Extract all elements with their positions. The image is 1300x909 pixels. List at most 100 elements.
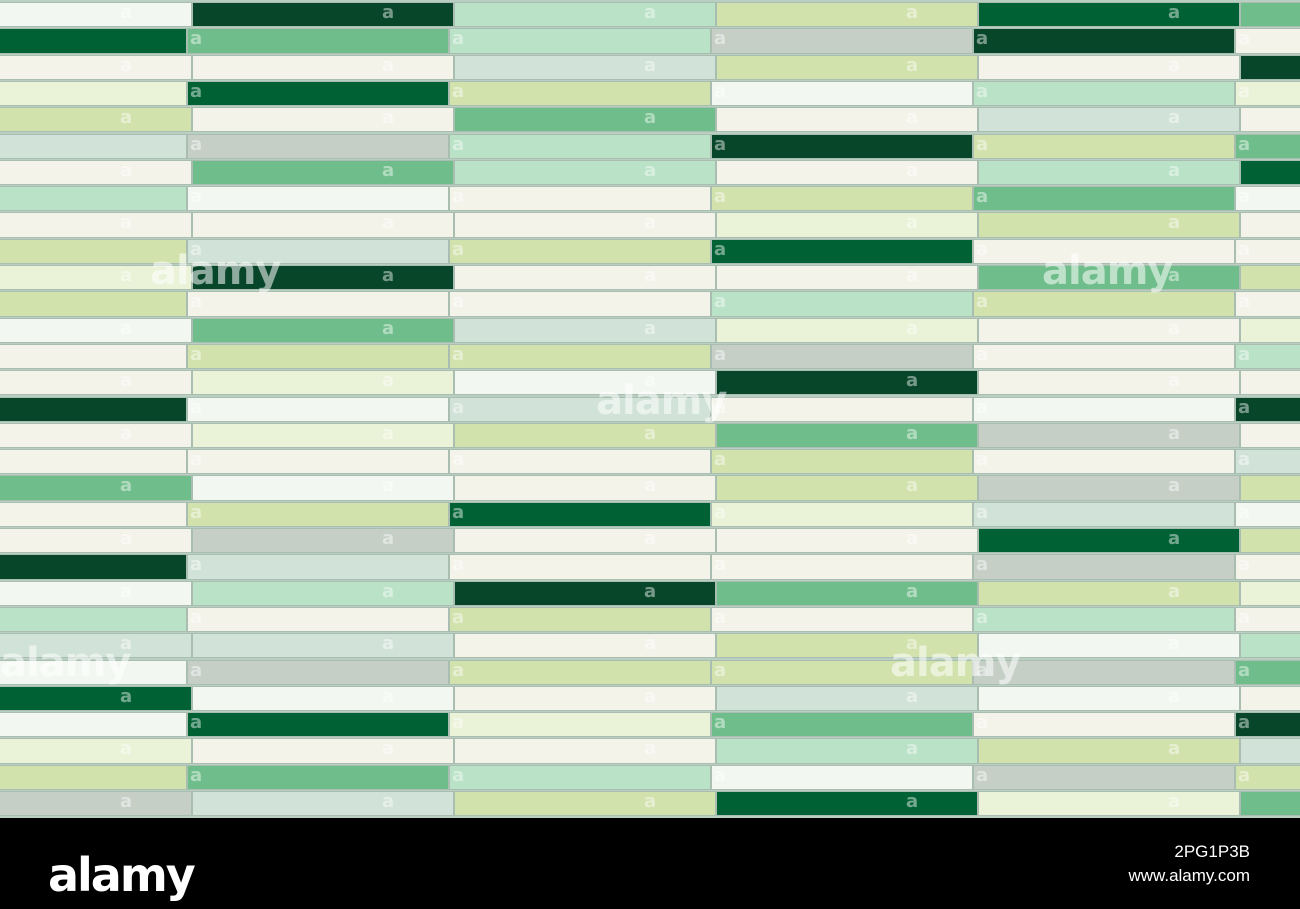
brick-tile: [454, 54, 716, 80]
watermark-mark: a: [120, 370, 133, 392]
watermark-mark: a: [976, 606, 989, 628]
watermark-mark: a: [976, 396, 989, 418]
brick-tile: [978, 791, 1240, 817]
brick-tile: [973, 133, 1235, 159]
brick-tile: [711, 343, 973, 370]
watermark-mark: a: [382, 265, 395, 286]
brick-tile: [973, 80, 1235, 107]
watermark-mark: a: [976, 238, 989, 260]
brick-tile: [1235, 238, 1300, 264]
watermark-mark: a: [976, 501, 989, 523]
brick-tile: [711, 133, 973, 159]
brick-tile: [716, 633, 978, 659]
brick-tile: [711, 554, 973, 580]
brick-tile: [0, 159, 192, 186]
watermark-mark: a: [1238, 606, 1251, 628]
watermark-mark: a: [382, 685, 395, 707]
watermark-mark: a: [1238, 186, 1251, 208]
watermark-mark: a: [1168, 2, 1181, 23]
watermark-mark: a: [714, 238, 727, 260]
watermark-mark: a: [190, 554, 203, 576]
watermark-mark: a: [452, 712, 465, 734]
brick-tile: [1235, 186, 1300, 212]
watermark-mark: a: [1168, 370, 1181, 392]
watermark-mark: a: [644, 2, 657, 23]
brick-tile: [711, 28, 973, 54]
brick-tile: [1235, 291, 1300, 317]
brick-tile: [449, 554, 711, 580]
watermark-mark: a: [906, 685, 919, 707]
brick-tile: [973, 291, 1235, 317]
footer-logo: alamy: [48, 848, 196, 902]
brick-tile: [0, 685, 192, 712]
watermark-mark: a: [644, 159, 657, 181]
brick-tile: [454, 528, 716, 554]
watermark-mark: a: [1238, 659, 1251, 681]
brick-tile: [449, 449, 711, 475]
watermark-mark: a: [382, 212, 395, 234]
brick-tile: [449, 186, 711, 212]
brick-tile: [711, 659, 973, 685]
brick-tile: [1240, 633, 1300, 659]
watermark-mark: a: [1238, 449, 1251, 471]
brick-tile: [192, 633, 454, 659]
brick-tile: [192, 580, 454, 606]
brick-tile: [973, 712, 1235, 738]
watermark-mark: a: [714, 764, 727, 786]
watermark-mark: a: [120, 580, 133, 602]
brick-tile: [454, 475, 716, 501]
watermark-mark: a: [644, 107, 657, 129]
watermark-mark: a: [120, 422, 133, 444]
watermark-mark: a: [452, 554, 465, 576]
brick-tile: [0, 791, 192, 817]
brick-tile: [449, 606, 711, 633]
brick-tile: [1240, 791, 1300, 817]
brick-tile: [1235, 80, 1300, 107]
brick-tile: [454, 212, 716, 238]
watermark-text: alamy: [150, 248, 281, 294]
brick-tile: [454, 422, 716, 449]
watermark-mark: a: [906, 212, 919, 234]
brick-tile: [187, 291, 449, 317]
watermark-text: alamy: [0, 640, 131, 686]
brick-tile: [716, 422, 978, 449]
brick-tile: [1240, 159, 1300, 186]
footer-bar: alamy 2PG1P3B www.alamy.com: [0, 818, 1300, 909]
watermark-mark: a: [452, 133, 465, 155]
brick-tile: [711, 80, 973, 107]
watermark-mark: a: [1168, 265, 1181, 286]
brick-tile: [454, 107, 716, 133]
brick-tile: [716, 159, 978, 186]
watermark-mark: a: [190, 449, 203, 471]
brick-tile: [1235, 396, 1300, 422]
watermark-mark: a: [190, 396, 203, 418]
brick-tile: [1240, 317, 1300, 343]
brick-tile: [187, 28, 449, 54]
brick-tile: [0, 28, 187, 54]
brick-tile: [716, 54, 978, 80]
brick-tile: [187, 238, 449, 264]
watermark-mark: a: [190, 133, 203, 155]
brick-tile: [978, 633, 1240, 659]
brick-tile: [1235, 554, 1300, 580]
brick-tile: [0, 238, 187, 264]
brick-tile: [711, 501, 973, 527]
watermark-mark: a: [120, 685, 133, 707]
brick-tile: [1240, 685, 1300, 712]
brick-tile: [973, 28, 1235, 54]
brick-tile: [192, 791, 454, 817]
brick-tile: [187, 606, 449, 633]
watermark-mark: a: [906, 317, 919, 339]
brick-tile: [0, 659, 187, 685]
footer-image-info: 2PG1P3B www.alamy.com: [1128, 840, 1250, 888]
brick-tile: [0, 370, 192, 396]
brick-tile: [978, 370, 1240, 396]
brick-tile: [454, 159, 716, 186]
brick-tile: [0, 133, 187, 159]
watermark-mark: a: [906, 791, 919, 812]
watermark-mark: a: [382, 791, 395, 812]
brick-tile: [192, 265, 454, 291]
brick-tile: [1235, 133, 1300, 159]
watermark-mark: a: [644, 738, 657, 760]
